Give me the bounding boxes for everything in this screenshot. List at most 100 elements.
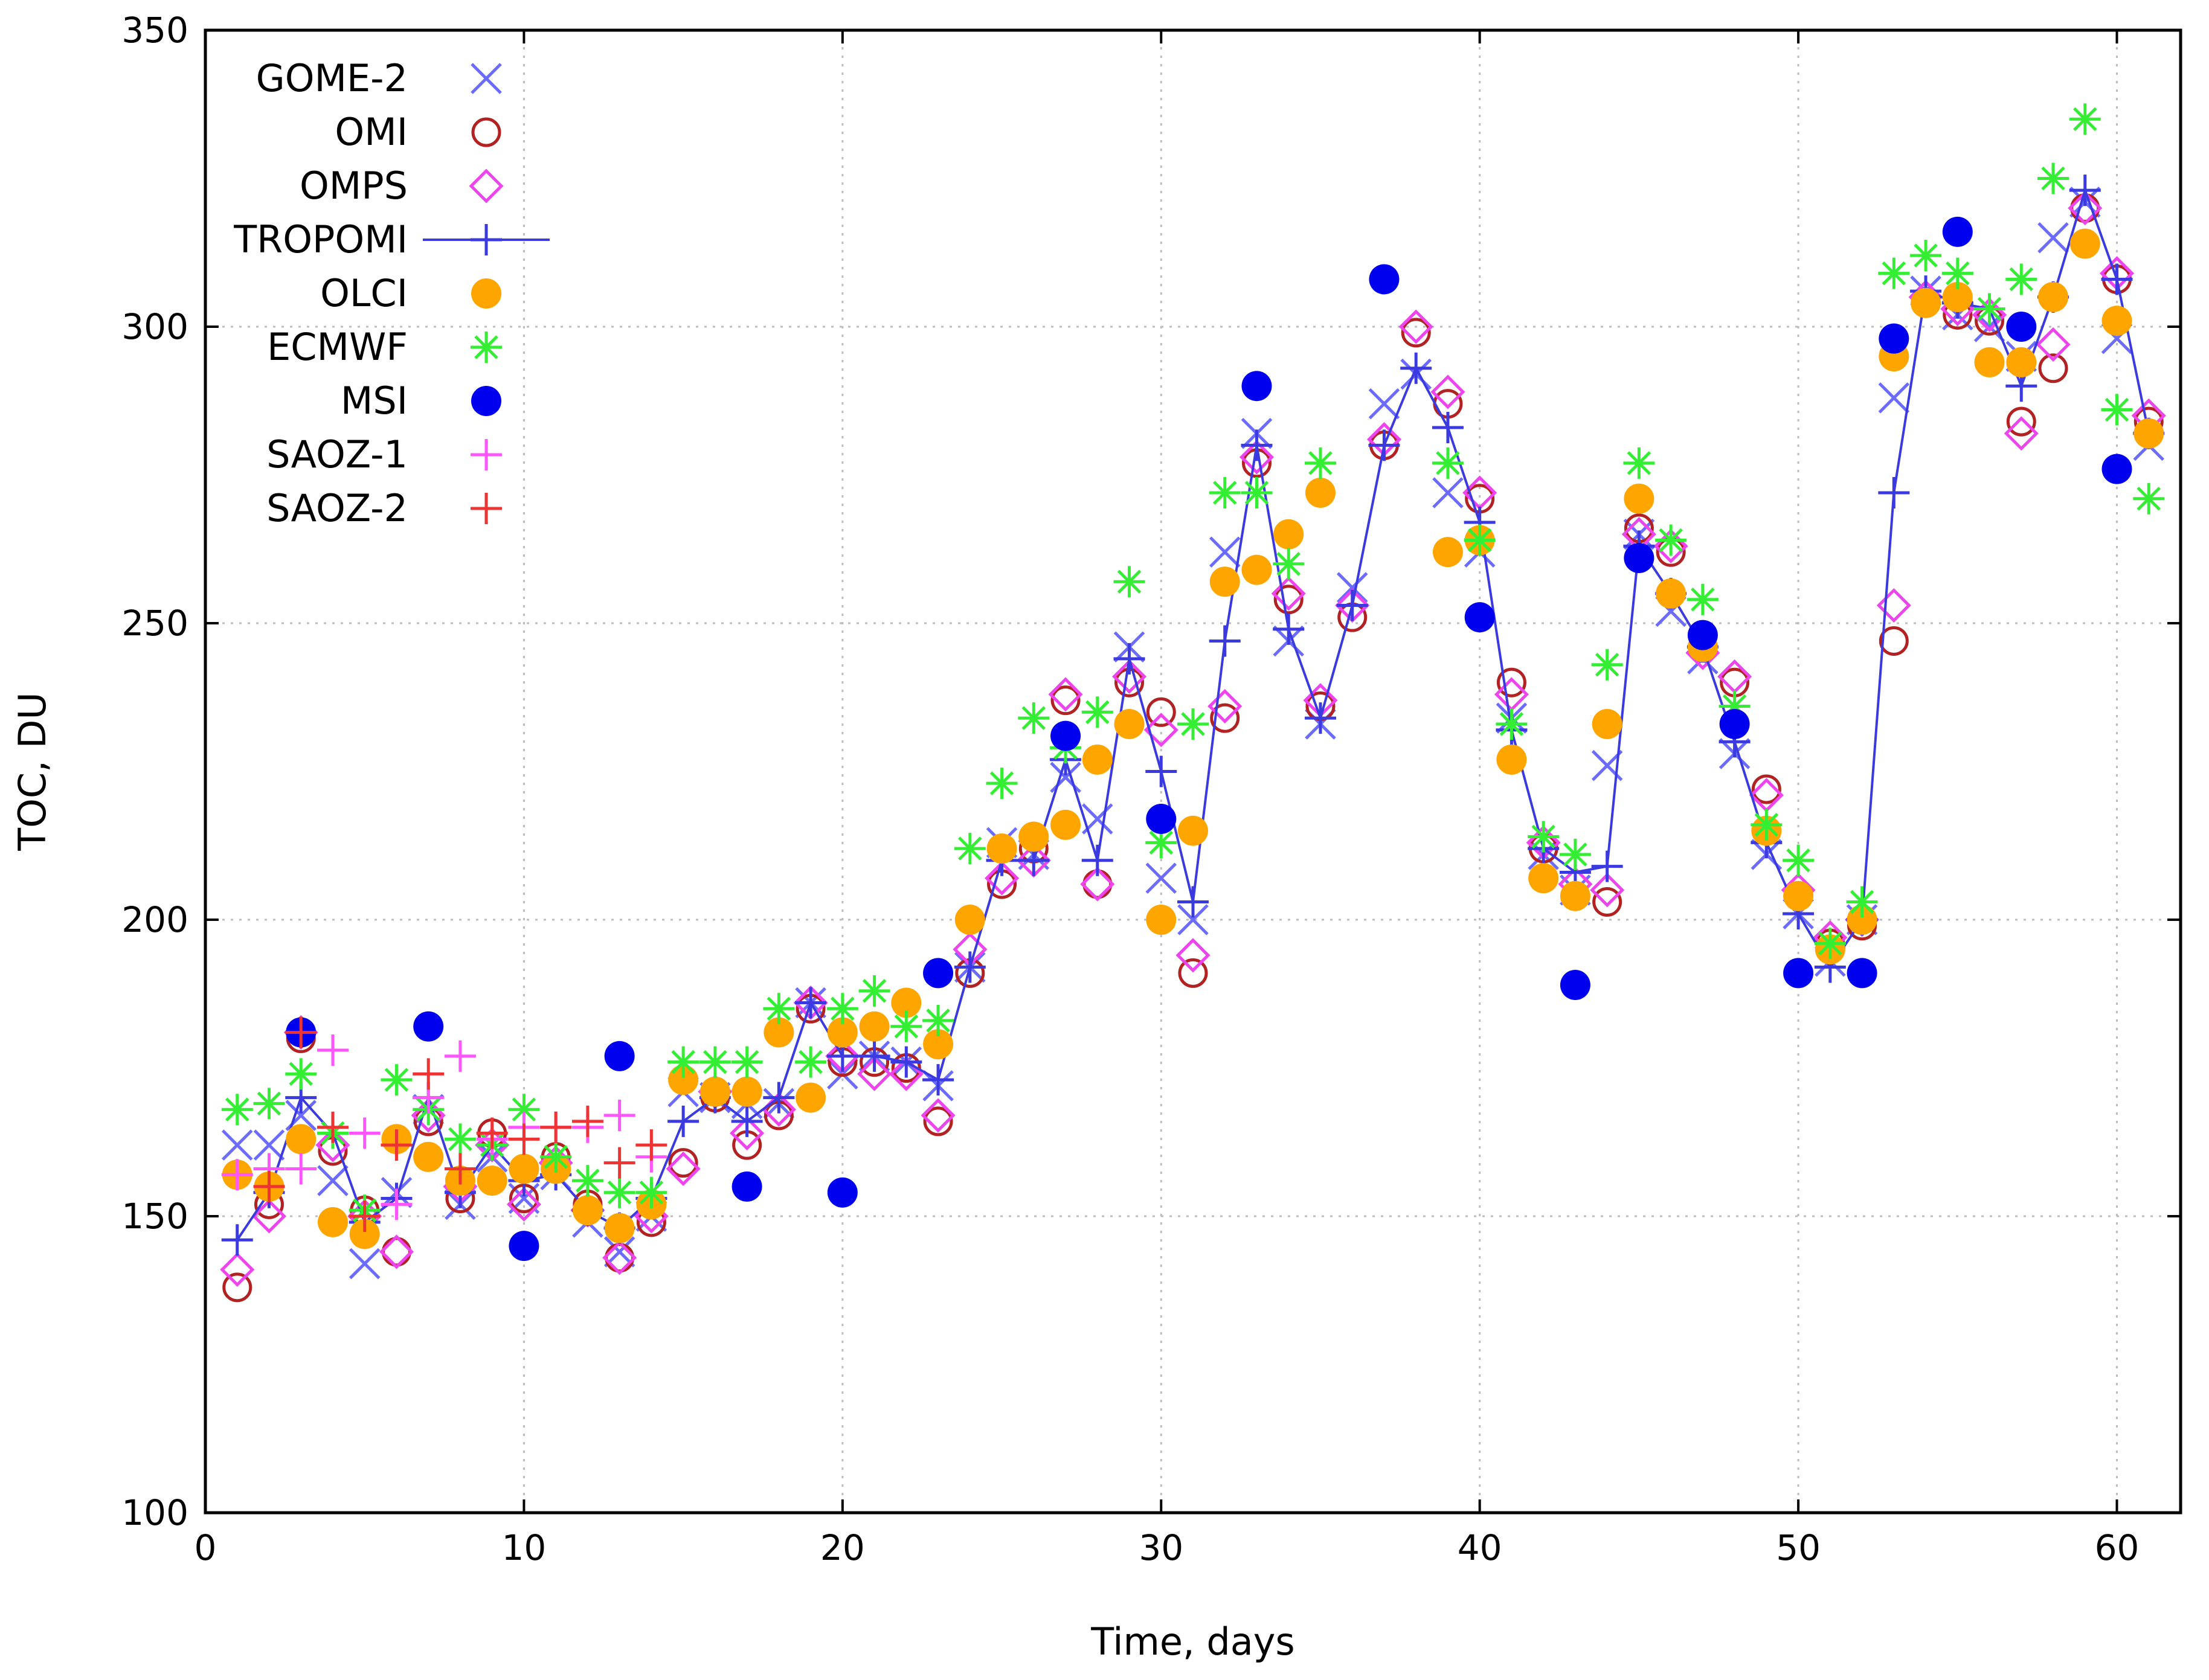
data-point: [1336, 589, 1368, 621]
legend-marker: [471, 224, 502, 255]
series-msi: [286, 216, 2132, 1262]
data-point: [381, 1188, 413, 1220]
data-point: [1305, 477, 1336, 508]
data-point: [985, 861, 1020, 896]
data-point: [1113, 566, 1145, 598]
data-point: [1209, 536, 1241, 568]
data-point: [1432, 411, 1464, 443]
data-point: [1847, 958, 1877, 989]
y-axis-title: TOC, DU: [10, 692, 54, 851]
y-tick-label: 100: [121, 1492, 188, 1533]
y-tick-label: 200: [121, 899, 188, 940]
data-point: [923, 1029, 954, 1060]
data-point: [2036, 327, 2071, 362]
data-point: [1623, 447, 1655, 479]
data-point: [1876, 588, 1911, 623]
data-point: [1081, 696, 1113, 728]
y-tick-label: 250: [121, 603, 188, 644]
data-point: [1751, 809, 1783, 841]
data-point: [1430, 374, 1465, 409]
data-point: [699, 1076, 730, 1107]
data-point: [857, 1056, 892, 1091]
x-tick-label: 50: [1776, 1527, 1821, 1568]
data-point: [890, 1010, 922, 1042]
data-point: [1686, 583, 1719, 615]
data-point: [1114, 708, 1145, 739]
data-point: [1878, 382, 1910, 414]
data-point: [2037, 162, 2069, 194]
legend-item: GOME-2: [256, 56, 502, 100]
data-point: [1081, 844, 1113, 876]
data-point: [221, 1159, 253, 1191]
data-point: [253, 1170, 285, 1202]
data-point: [413, 1058, 445, 1090]
data-point: [1846, 886, 1878, 918]
data-point: [508, 1094, 540, 1126]
data-point: [1624, 542, 1654, 573]
data-point: [315, 1127, 350, 1162]
data-point: [444, 1153, 476, 1185]
legend-item: ECMWF: [267, 325, 502, 369]
data-point: [1018, 821, 1049, 852]
legend-marker: [471, 386, 501, 416]
data-point: [730, 1115, 765, 1151]
data-series: [220, 103, 2166, 1303]
data-point: [2038, 281, 2069, 312]
data-point: [1368, 429, 1400, 461]
data-point: [317, 1034, 349, 1066]
data-point: [1145, 827, 1177, 859]
legend-label: OLCI: [320, 271, 408, 315]
data-point: [285, 1058, 317, 1090]
legend-marker: [471, 332, 502, 363]
data-point: [572, 1195, 603, 1226]
x-tick-label: 30: [1139, 1527, 1183, 1568]
data-point: [540, 1111, 572, 1143]
data-point: [1304, 702, 1336, 734]
data-point: [1209, 625, 1241, 657]
data-point: [1591, 649, 1623, 681]
data-point: [604, 1040, 635, 1071]
data-point: [1080, 867, 1115, 902]
data-point: [668, 1148, 698, 1178]
data-point: [1814, 928, 1846, 960]
data-point: [667, 1105, 699, 1137]
data-point: [509, 1231, 539, 1262]
data-point: [349, 1117, 381, 1149]
data-point: [858, 975, 890, 1007]
data-point: [444, 1040, 476, 1072]
data-point: [220, 1252, 255, 1287]
data-point: [1592, 887, 1622, 917]
data-point: [602, 1240, 637, 1275]
data-point: [763, 993, 795, 1025]
data-point: [2006, 312, 2037, 342]
legend-label: SAOZ-1: [266, 432, 408, 476]
data-point: [1559, 838, 1591, 870]
data-point: [1145, 862, 1177, 894]
data-point: [1464, 602, 1495, 633]
data-point: [222, 1272, 252, 1303]
data-point: [571, 1165, 603, 1197]
data-point: [1432, 537, 1463, 568]
data-point: [826, 993, 858, 1025]
data-point: [1082, 744, 1113, 775]
data-point: [1273, 519, 1304, 550]
legend-marker: [469, 168, 504, 204]
data-point: [1050, 720, 1081, 751]
data-point: [732, 1171, 762, 1202]
data-point: [476, 1117, 508, 1149]
data-point: [1178, 815, 1208, 846]
data-point: [317, 1165, 349, 1196]
data-point: [1273, 548, 1305, 580]
data-point: [2101, 263, 2133, 295]
legend-marker: [471, 439, 502, 470]
data-point: [890, 1046, 922, 1078]
data-point: [858, 1040, 890, 1072]
data-point: [699, 1046, 731, 1078]
data-point: [1974, 347, 2005, 377]
data-point: [508, 1123, 540, 1155]
data-point: [954, 833, 986, 865]
data-point: [253, 1129, 285, 1161]
data-point: [1241, 476, 1273, 508]
